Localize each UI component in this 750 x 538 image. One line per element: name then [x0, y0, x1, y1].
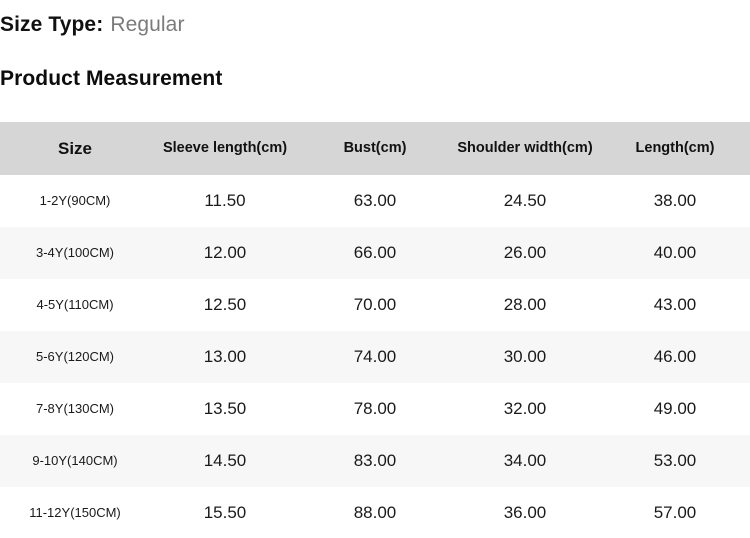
- size-type-value: Regular: [110, 13, 185, 36]
- table-row: 5-6Y(120CM) 13.00 74.00 30.00 46.00: [0, 331, 750, 383]
- cell-length: 57.00: [653, 502, 697, 522]
- page-title: Product Measurement: [0, 67, 223, 90]
- cell-sleeve-length: 12.50: [203, 294, 247, 314]
- cell-length: 49.00: [653, 398, 697, 418]
- cell-bust: 78.00: [353, 398, 397, 418]
- cell-sleeve-length: 11.50: [204, 190, 246, 210]
- cell-size: 11-12Y(150CM): [29, 505, 121, 521]
- cell-shoulder-width: 32.00: [503, 398, 547, 418]
- table-row: 4-5Y(110CM) 12.50 70.00 28.00 43.00: [0, 279, 750, 331]
- table-header-row: Size Sleeve length(cm) Bust(cm) Shoulder…: [0, 122, 750, 175]
- cell-shoulder-width: 26.00: [503, 242, 547, 262]
- cell-bust: 63.00: [353, 190, 397, 210]
- table-row: 11-12Y(150CM) 15.50 88.00 36.00 57.00: [0, 487, 750, 538]
- product-measurement-table: Size Sleeve length(cm) Bust(cm) Shoulder…: [0, 122, 750, 538]
- cell-size: 5-6Y(120CM): [35, 349, 115, 365]
- cell-shoulder-width: 28.00: [503, 294, 547, 314]
- cell-size: 1-2Y(90CM): [39, 193, 111, 209]
- cell-length: 43.00: [653, 294, 697, 314]
- cell-bust: 66.00: [353, 242, 397, 262]
- column-header-sleeve-length: Sleeve length(cm): [162, 140, 288, 157]
- column-header-bust: Bust(cm): [343, 140, 407, 157]
- cell-shoulder-width: 24.50: [503, 190, 547, 210]
- table-row: 3-4Y(100CM) 12.00 66.00 26.00 40.00: [0, 227, 750, 279]
- cell-sleeve-length: 15.50: [203, 502, 247, 522]
- cell-sleeve-length: 14.50: [203, 450, 247, 470]
- cell-shoulder-width: 34.00: [503, 450, 547, 470]
- cell-bust: 70.00: [353, 294, 397, 314]
- cell-size: 4-5Y(110CM): [36, 297, 114, 313]
- cell-sleeve-length: 12.00: [203, 242, 247, 262]
- cell-shoulder-width: 36.00: [503, 502, 547, 522]
- table-row: 7-8Y(130CM) 13.50 78.00 32.00 49.00: [0, 383, 750, 435]
- cell-size: 9-10Y(140CM): [32, 453, 118, 469]
- cell-length: 40.00: [653, 242, 697, 262]
- cell-sleeve-length: 13.00: [203, 346, 247, 366]
- cell-bust: 74.00: [353, 346, 397, 366]
- cell-shoulder-width: 30.00: [503, 346, 547, 366]
- table-header: Size Sleeve length(cm) Bust(cm) Shoulder…: [0, 122, 750, 175]
- table-row: 9-10Y(140CM) 14.50 83.00 34.00 53.00: [0, 435, 750, 487]
- cell-bust: 83.00: [353, 450, 397, 470]
- table-body: 1-2Y(90CM) 11.50 63.00 24.50 38.00 3-4Y(…: [0, 175, 750, 538]
- table-row: 1-2Y(90CM) 11.50 63.00 24.50 38.00: [0, 175, 750, 227]
- cell-size: 7-8Y(130CM): [35, 401, 115, 417]
- column-header-length: Length(cm): [635, 140, 715, 157]
- cell-sleeve-length: 13.50: [203, 398, 247, 418]
- column-header-shoulder-width: Shoulder width(cm): [457, 140, 593, 157]
- cell-length: 53.00: [653, 450, 697, 470]
- column-header-size: Size: [57, 138, 93, 158]
- cell-size: 3-4Y(100CM): [35, 245, 115, 261]
- cell-length: 46.00: [653, 346, 697, 366]
- cell-length: 38.00: [653, 190, 697, 210]
- cell-bust: 88.00: [353, 502, 397, 522]
- size-type-label: Size Type:: [0, 13, 104, 36]
- size-type-line: Size Type: Regular: [0, 9, 185, 41]
